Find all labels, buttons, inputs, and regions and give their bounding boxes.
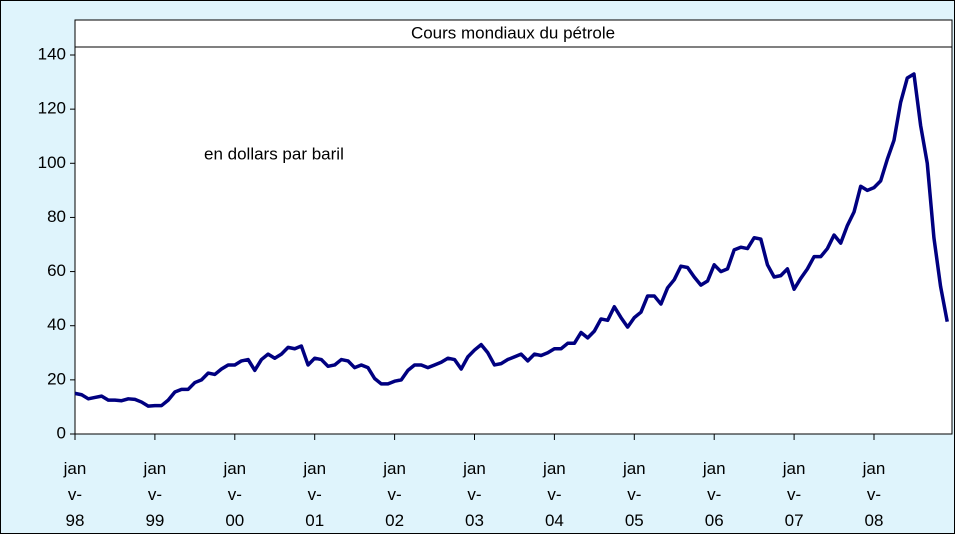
x-tick-label: jan v-03	[462, 459, 486, 530]
chart-title: Cours mondiaux du pétrole	[411, 23, 615, 42]
y-tick-label: 0	[57, 423, 66, 442]
x-tick-label: jan v-99	[143, 459, 167, 530]
y-tick-label: 20	[47, 369, 66, 388]
y-tick-label: 140	[38, 44, 66, 63]
x-tick-label: jan v-08	[862, 459, 886, 530]
x-tick-label: jan v-06	[702, 459, 726, 530]
x-tick-label: jan v-05	[622, 459, 646, 530]
y-tick-label: 80	[47, 207, 66, 226]
y-tick-label: 100	[38, 153, 66, 172]
plot-area	[74, 19, 953, 435]
x-tick-label: jan v-04	[542, 459, 566, 530]
x-tick-label: jan v-01	[302, 459, 326, 530]
price-line	[74, 72, 949, 408]
x-tick-label: jan v-02	[382, 459, 406, 530]
x-tick-label: jan v-98	[63, 459, 87, 530]
annotation: en dollars par baril	[204, 144, 344, 163]
y-tick-label: 40	[47, 315, 66, 334]
y-tick-label: 60	[47, 261, 66, 280]
x-tick-label: jan v-00	[222, 459, 246, 530]
x-tick-label: jan v-07	[782, 459, 806, 530]
y-tick-label: 120	[38, 99, 66, 118]
